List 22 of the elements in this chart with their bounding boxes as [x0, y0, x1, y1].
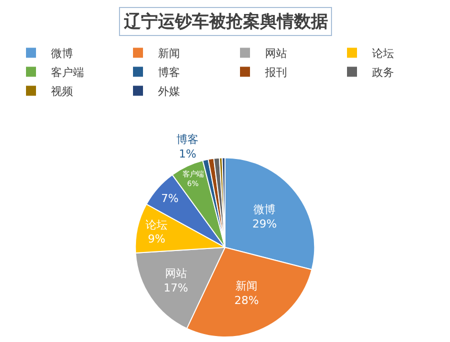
data-label: 29% [252, 217, 277, 230]
slice-label: 网站 [164, 267, 187, 280]
legend-label: 微博 [51, 46, 73, 60]
legend-label: 客户端 [51, 66, 84, 79]
slice-label: 论坛 [146, 218, 168, 232]
data-label: 17% [164, 281, 188, 294]
legend-label: 政务 [372, 66, 394, 79]
legend-label: 新闻 [158, 46, 180, 60]
data-label: 7% [161, 192, 179, 206]
data-label: 1% [178, 148, 196, 161]
legend-label: 博客 [158, 66, 180, 79]
legend-label: 论坛 [372, 46, 394, 60]
chart-title: 辽宁运钞车被抢案舆情数据 [123, 11, 328, 32]
legend-label: 视频 [51, 84, 73, 98]
slice-label: 博客 [176, 133, 199, 146]
legend-label: 网站 [265, 46, 287, 60]
slice-label: 微博 [254, 203, 276, 216]
legend-label: 外媒 [158, 84, 180, 98]
legend-label: 报刊 [264, 66, 287, 79]
data-label: 9% [148, 232, 166, 246]
slice-label: 新闻 [236, 280, 258, 293]
data-label: 28% [234, 294, 259, 307]
